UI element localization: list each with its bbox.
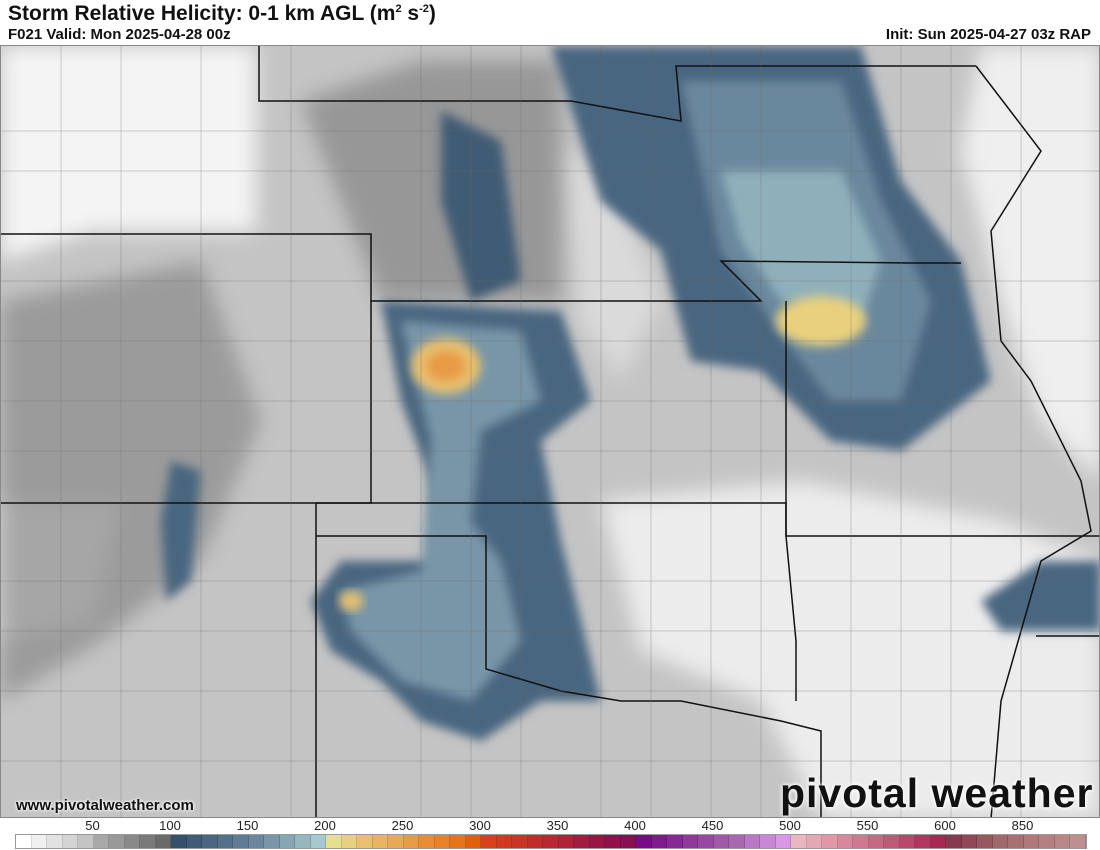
colorbar-swatch — [806, 835, 822, 848]
colorbar-swatch — [558, 835, 574, 848]
title-end: ) — [428, 2, 436, 25]
colorbar-swatch — [713, 835, 729, 848]
high-helicity-regions — [339, 296, 866, 611]
colorbar-swatch — [791, 835, 807, 848]
colorbar-swatch — [868, 835, 884, 848]
colorbar-swatch — [1070, 835, 1086, 848]
colorbar-swatch — [651, 835, 667, 848]
colorbar-swatch — [186, 835, 202, 848]
colorbar-swatch — [171, 835, 187, 848]
colorbar-swatch — [899, 835, 915, 848]
colorbar-swatch — [264, 835, 280, 848]
colorbar-swatch — [775, 835, 791, 848]
colorbar-label: 500 — [779, 818, 801, 833]
colorbar-label: 100 — [159, 818, 181, 833]
colorbar-swatch — [992, 835, 1008, 848]
map-svg — [1, 46, 1099, 817]
colorbar-label: 450 — [701, 818, 724, 833]
colorbar-swatch — [295, 835, 311, 848]
colorbar-swatch — [837, 835, 853, 848]
valid-time: F021 Valid: Mon 2025-04-28 00z — [8, 26, 231, 43]
colorbar — [15, 834, 1087, 849]
colorbar-swatch — [822, 835, 838, 848]
colorbar-swatch — [450, 835, 466, 848]
colorbar-label: 550 — [856, 818, 879, 833]
colorbar-label: 50 — [85, 818, 100, 833]
colorbar-label: 150 — [236, 818, 259, 833]
colorbar-swatch — [527, 835, 543, 848]
colorbar-swatch — [140, 835, 156, 848]
colorbar-swatch — [620, 835, 636, 848]
title-sup: -2 — [419, 3, 429, 15]
colorbar-swatch — [109, 835, 125, 848]
colorbar-swatch — [512, 835, 528, 848]
colorbar-swatch — [1039, 835, 1055, 848]
colorbar-swatch — [202, 835, 218, 848]
colorbar-swatch — [574, 835, 590, 848]
colorbar-label: 850 — [1011, 818, 1034, 833]
colorbar-swatch — [310, 835, 326, 848]
colorbar-label: 250 — [391, 818, 414, 833]
colorbar-swatch — [1054, 835, 1070, 848]
colorbar-swatch — [636, 835, 652, 848]
colorbar-swatch — [419, 835, 435, 848]
colorbar-swatch — [233, 835, 249, 848]
colorbar-label: 350 — [546, 818, 569, 833]
colorbar-swatch — [403, 835, 419, 848]
helicity-map[interactable] — [0, 45, 1100, 818]
title-sup: 2 — [395, 3, 402, 15]
colorbar-swatch — [248, 835, 264, 848]
colorbar-swatch — [698, 835, 714, 848]
colorbar-swatch — [589, 835, 605, 848]
colorbar-swatch — [853, 835, 869, 848]
colorbar-swatch — [372, 835, 388, 848]
colorbar-swatch — [155, 835, 171, 848]
colorbar-swatch — [915, 835, 931, 848]
colorbar-swatch — [341, 835, 357, 848]
colorbar-label: 200 — [314, 818, 336, 833]
colorbar-swatch — [729, 835, 745, 848]
colorbar-swatch — [93, 835, 109, 848]
colorbar-swatch — [62, 835, 78, 848]
colorbar-swatch — [667, 835, 683, 848]
colorbar-label: 400 — [624, 818, 646, 833]
county-lines — [1, 46, 1099, 817]
colorbar-swatch — [279, 835, 295, 848]
colorbar-swatch — [481, 835, 497, 848]
colorbar-swatch — [326, 835, 342, 848]
colorbar-swatch — [930, 835, 946, 848]
colorbar-swatch — [884, 835, 900, 848]
map-title: Storm Relative Helicity: 0-1 km AGL (m2 … — [8, 2, 436, 26]
colorbar-swatch — [760, 835, 776, 848]
colorbar-swatch — [357, 835, 373, 848]
colorbar-swatch — [465, 835, 481, 848]
colorbar-swatch — [744, 835, 760, 848]
colorbar-swatch — [543, 835, 559, 848]
colorbar-labels: 50 100 150 200 250 300 350 400 450 500 550 600 850 — [0, 818, 1100, 834]
colorbar-swatch — [682, 835, 698, 848]
colorbar-swatch — [1008, 835, 1024, 848]
colorbar-swatch — [946, 835, 962, 848]
colorbar-swatch — [1023, 835, 1039, 848]
colorbar-label: 600 — [934, 818, 956, 833]
colorbar-swatch — [434, 835, 450, 848]
colorbar-swatch — [31, 835, 47, 848]
colorbar-swatch — [217, 835, 233, 848]
colorbar-swatch — [124, 835, 140, 848]
colorbar-swatch — [16, 835, 32, 848]
pivotal-weather-logo: pivotal weather — [780, 770, 1094, 816]
title-mid: s — [401, 2, 420, 25]
colorbar-swatch — [47, 835, 63, 848]
title-text: Storm Relative Helicity: 0-1 km AGL (m — [8, 2, 396, 25]
colorbar-swatch — [496, 835, 512, 848]
init-time: Init: Sun 2025-04-27 03z RAP — [885, 26, 1091, 43]
colorbar-swatch — [388, 835, 404, 848]
colorbar-swatch — [961, 835, 977, 848]
website-link[interactable]: www.pivotalweather.com — [16, 797, 194, 814]
colorbar-swatch — [78, 835, 94, 848]
colorbar-swatch — [977, 835, 993, 848]
colorbar-label: 300 — [469, 818, 491, 833]
colorbar-swatch — [605, 835, 621, 848]
